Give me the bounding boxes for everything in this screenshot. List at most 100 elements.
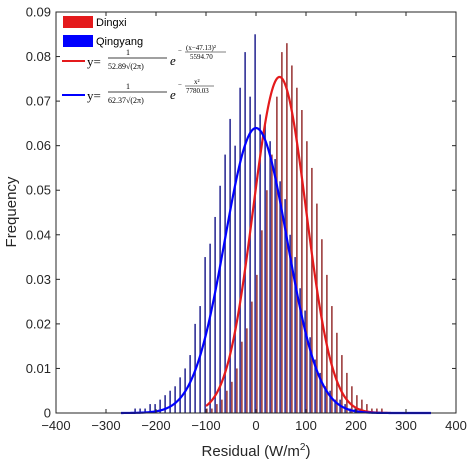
equation-qingyang-exp-sign: − <box>178 81 182 89</box>
bar-dingxi <box>256 274 258 413</box>
bar-qingyang <box>334 399 336 413</box>
bar-qingyang <box>224 154 226 413</box>
bar-qingyang <box>319 372 321 413</box>
equation-dingxi-exp-sign: − <box>178 47 182 55</box>
x-tick-label: 300 <box>395 418 417 433</box>
y-tick-label: 0.02 <box>26 316 51 331</box>
bar-dingxi <box>261 230 263 413</box>
bar-qingyang <box>169 390 171 413</box>
bar-qingyang <box>249 96 251 413</box>
equation-qingyang: y= 1 62.37√(2π) e − x² 7780.03 <box>87 78 214 105</box>
y-tick-label: 0.03 <box>26 272 51 287</box>
bar-qingyang <box>329 390 331 413</box>
bar-dingxi <box>286 43 288 413</box>
equation-dingxi-e: e <box>170 53 176 68</box>
equation-dingxi-exp-den: 5594.70 <box>190 53 213 61</box>
y-tick-label: 0.01 <box>26 361 51 376</box>
bar-qingyang <box>254 34 256 413</box>
bar-dingxi <box>221 399 223 413</box>
legend: Dingxi Qingyang y= 1 52.89√(2π) e − (x−4… <box>62 16 226 105</box>
equation-qingyang-e: e <box>170 87 176 102</box>
y-tick-label: 0.05 <box>26 183 51 198</box>
x-tick-label: −200 <box>141 418 170 433</box>
bar-qingyang <box>269 141 271 413</box>
bar-qingyang <box>259 114 261 413</box>
y-tick-label: 0.07 <box>26 94 51 109</box>
fit-curve-dingxi <box>205 75 391 415</box>
bar-qingyang <box>219 185 221 413</box>
bar-qingyang <box>209 243 211 413</box>
x-tick-label: 0 <box>252 418 259 433</box>
bar-qingyang <box>159 399 161 413</box>
equation-qingyang-num: 1 <box>126 82 130 91</box>
equation-dingxi-exp-num: (x−47.13)² <box>186 44 216 52</box>
bar-dingxi <box>296 87 298 414</box>
bar-dingxi <box>206 408 208 413</box>
bar-dingxi <box>211 408 213 413</box>
bar-dingxi <box>301 110 303 414</box>
bar-qingyang <box>239 87 241 414</box>
bar-dingxi <box>361 399 363 413</box>
bar-dingxi <box>276 96 278 413</box>
x-tick-label: −400 <box>41 418 70 433</box>
bar-dingxi <box>331 306 333 413</box>
plot-area <box>56 12 456 413</box>
bar-dingxi <box>311 167 313 413</box>
bar-dingxi <box>346 372 348 413</box>
bar-dingxi <box>231 381 233 413</box>
bar-dingxi <box>251 301 253 413</box>
x-tick-label: 100 <box>295 418 317 433</box>
bar-qingyang <box>154 404 156 413</box>
bar-dingxi <box>291 65 293 413</box>
y-tick-label: 0.04 <box>26 227 51 242</box>
y-tick-label: 0.09 <box>26 5 51 20</box>
y-axis-title: Frequency <box>3 176 20 247</box>
bar-qingyang <box>234 145 236 414</box>
y-tick-label: 0.08 <box>26 49 51 64</box>
x-tick-label: −100 <box>191 418 220 433</box>
equation-qingyang-den: 62.37√(2π) <box>108 96 144 105</box>
bar-dingxi <box>241 341 243 413</box>
bar-dingxi <box>341 355 343 413</box>
bar-qingyang <box>229 118 231 414</box>
bar-qingyang <box>134 408 136 413</box>
bar-qingyang <box>324 386 326 413</box>
bar-dingxi <box>371 408 373 413</box>
bar-qingyang <box>309 337 311 413</box>
bar-dingxi <box>366 404 368 413</box>
bar-qingyang <box>314 359 316 413</box>
bar-qingyang <box>199 306 201 413</box>
equation-dingxi: y= 1 52.89√(2π) e − (x−47.13)² 5594.70 <box>87 44 226 71</box>
bar-dingxi <box>336 332 338 413</box>
x-tick-label: −300 <box>91 418 120 433</box>
bar-dingxi <box>236 368 238 413</box>
bar-dingxi <box>356 395 358 413</box>
bar-dingxi <box>381 408 383 413</box>
equation-dingxi-lhs: y= <box>87 54 101 69</box>
bar-qingyang <box>139 408 141 413</box>
bar-dingxi <box>271 154 273 413</box>
bar-qingyang <box>214 216 216 413</box>
legend-label-qingyang: Qingyang <box>96 36 143 48</box>
x-tick-label: 200 <box>345 418 367 433</box>
bar-qingyang <box>279 181 281 413</box>
bar-dingxi <box>226 390 228 413</box>
bar-dingxi <box>281 52 283 413</box>
bar-qingyang <box>144 408 146 413</box>
bar-dingxi <box>316 203 318 413</box>
bar-qingyang <box>274 159 276 413</box>
bar-qingyang <box>294 257 296 413</box>
equation-qingyang-lhs: y= <box>87 88 101 103</box>
bar-dingxi <box>266 190 268 413</box>
bar-qingyang <box>264 123 266 413</box>
bar-qingyang <box>304 310 306 413</box>
bar-dingxi <box>306 141 308 413</box>
bar-qingyang <box>179 377 181 413</box>
histogram-bars <box>134 34 383 414</box>
x-axis-title: Residual (W/m2) <box>202 442 311 460</box>
bar-qingyang <box>164 395 166 413</box>
equation-dingxi-den: 52.89√(2π) <box>108 62 144 71</box>
legend-swatch-qingyang <box>63 35 93 47</box>
